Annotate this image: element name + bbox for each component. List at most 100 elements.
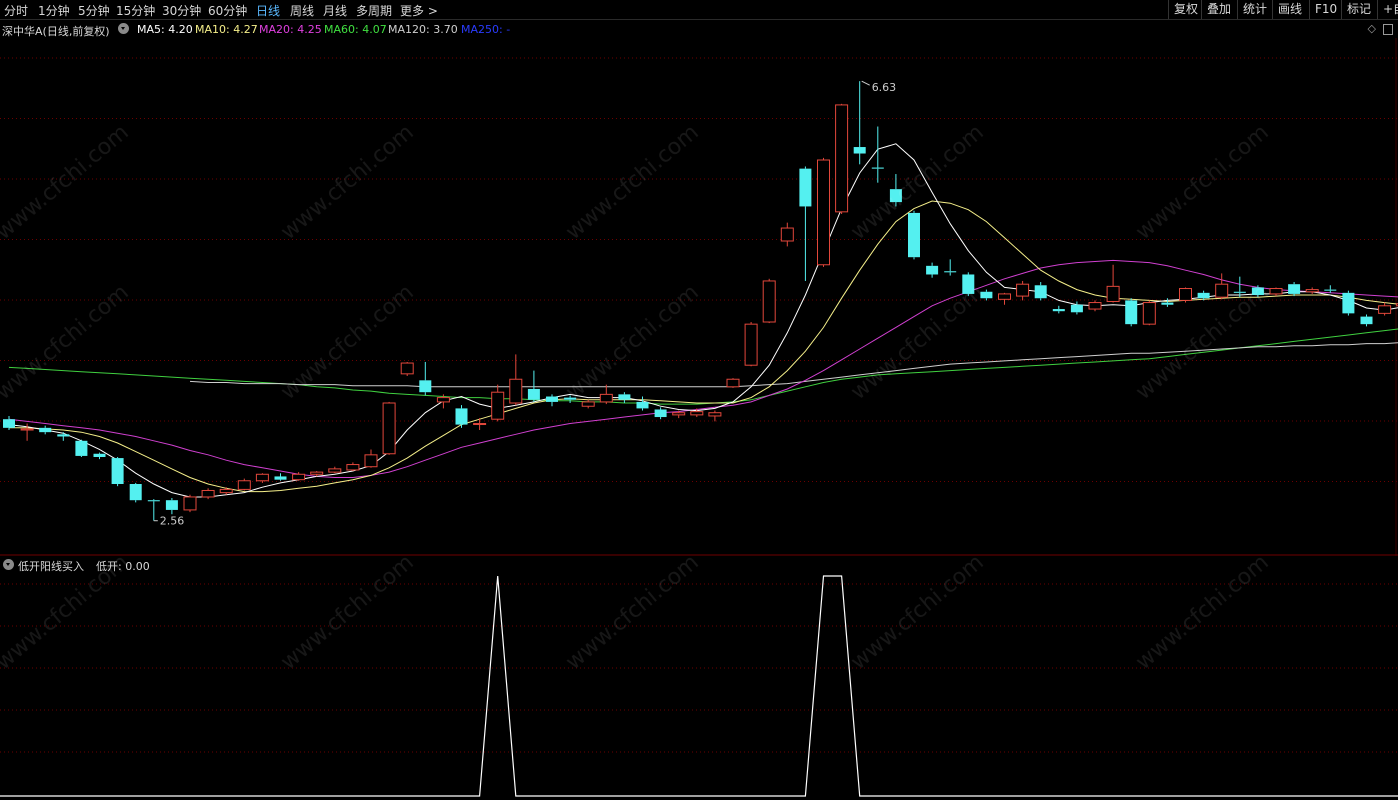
toolbar-button-0[interactable]: 复权	[1168, 0, 1203, 19]
period-tab-7[interactable]: 周线	[290, 4, 315, 18]
candle-body	[75, 440, 88, 456]
period-toolbar: 分时 1分钟 5分钟 15分钟 30分钟 60分钟 日线 周线 月线 多周期 更多 > 复权 叠加 统计画…	[0, 0, 1398, 20]
toolbar-button-1[interactable]: 叠加	[1201, 0, 1236, 19]
candle-body	[908, 212, 920, 258]
candle-body	[581, 401, 595, 407]
candle	[817, 157, 830, 267]
window-icon[interactable]	[1383, 24, 1393, 35]
candle-body	[93, 453, 106, 457]
period-tab-4[interactable]: 30分钟	[162, 4, 202, 18]
candle-body	[1106, 285, 1120, 302]
candle	[527, 370, 540, 402]
candle	[618, 392, 631, 403]
candle-body	[672, 412, 686, 416]
candle	[1378, 302, 1392, 316]
toolbar-button-3[interactable]: 画线	[1272, 0, 1307, 19]
candle	[636, 396, 649, 411]
ma-label-3: MA60: 4.07	[324, 23, 387, 36]
candle	[57, 432, 70, 441]
candle-body	[546, 396, 558, 402]
toolbar-button-6[interactable]: +自	[1377, 0, 1398, 19]
candle-body	[853, 147, 866, 154]
candlestick-chart[interactable]: 6.63 2.56	[0, 38, 1398, 556]
period-tab-6[interactable]: 日线	[256, 4, 281, 18]
period-tab-8[interactable]: 月线	[323, 4, 348, 18]
candle	[1233, 276, 1246, 298]
collapse-icon[interactable]	[3, 559, 14, 570]
candle	[1016, 280, 1030, 301]
indicator-value: 低开: 0.00	[96, 560, 150, 573]
candle	[75, 439, 88, 457]
candle-body	[1360, 316, 1373, 325]
candle-body	[419, 380, 432, 393]
period-tab-2[interactable]: 5分钟	[78, 4, 110, 18]
candle-body	[1052, 309, 1065, 312]
period-tab-0[interactable]: 分时	[4, 4, 29, 18]
candle	[310, 471, 324, 477]
candle	[1052, 305, 1065, 314]
candle	[1106, 264, 1120, 303]
candle-body	[364, 454, 378, 468]
candle-body	[1142, 302, 1156, 325]
candle-body	[980, 291, 993, 299]
candle	[165, 498, 178, 515]
toolbar-button-2[interactable]: 统计	[1237, 0, 1272, 19]
candle-body	[1125, 300, 1138, 325]
candle-body	[527, 388, 540, 400]
candle-body	[1288, 284, 1301, 294]
period-tab-3[interactable]: 15分钟	[116, 4, 156, 18]
candle	[491, 384, 505, 422]
collapse-icon[interactable]	[118, 23, 129, 34]
candle	[436, 394, 450, 409]
diamond-icon[interactable]: ◇	[1367, 22, 1376, 35]
toolbar-button-5[interactable]: 标记	[1341, 0, 1376, 19]
period-tab-5[interactable]: 60分钟	[208, 4, 248, 18]
candle	[1197, 290, 1210, 301]
indicator-header: 低开阳线买入 低开: 0.00	[0, 557, 1398, 573]
candle-body	[20, 428, 34, 431]
candle-body	[708, 412, 722, 417]
candle	[129, 482, 142, 503]
candle-body	[636, 401, 649, 409]
candle	[1288, 282, 1301, 297]
candle	[1088, 300, 1102, 312]
period-tab-9[interactable]: 多周期	[356, 4, 393, 18]
candle	[111, 457, 124, 487]
candle-body	[400, 362, 414, 375]
candle-body	[726, 378, 740, 388]
candle	[1125, 298, 1138, 327]
ma-label-0: MA5: 4.20	[137, 23, 193, 36]
candle	[3, 415, 15, 430]
candle-body	[255, 473, 269, 482]
ma120-line	[189, 342, 1398, 388]
candle-body	[382, 402, 396, 455]
period-tab-1[interactable]: 1分钟	[38, 4, 70, 18]
candle	[509, 354, 523, 406]
candle	[908, 210, 920, 260]
candle-body	[1070, 304, 1083, 313]
candle-body	[219, 488, 233, 494]
low-label: 2.56	[160, 515, 185, 528]
candle	[201, 488, 215, 500]
ma10-line	[9, 200, 1398, 493]
candle-body	[147, 500, 160, 502]
candle	[599, 384, 613, 405]
indicator-chart[interactable]	[0, 570, 1398, 800]
candle-body	[57, 434, 70, 437]
candle-body	[1197, 292, 1210, 299]
candle	[219, 487, 233, 495]
candle	[944, 259, 957, 276]
candle-body	[1269, 288, 1283, 295]
candle-body	[509, 378, 523, 404]
candle-body	[39, 427, 52, 433]
high-arrow	[861, 80, 870, 86]
candle-body	[436, 397, 450, 403]
toolbar-button-4[interactable]: F10	[1309, 0, 1342, 19]
candle-body	[817, 159, 830, 266]
main-info-bar: 深中华A(日线,前复权) MA5: 4.20 MA10: 4.27 MA20: 4.…	[0, 20, 1398, 38]
candle	[455, 405, 468, 428]
period-tab-10[interactable]: 更多 >	[400, 4, 438, 18]
candle-body	[201, 489, 215, 498]
ma-label-4: MA120: 3.70	[388, 23, 458, 36]
ma60-line	[8, 328, 1398, 405]
